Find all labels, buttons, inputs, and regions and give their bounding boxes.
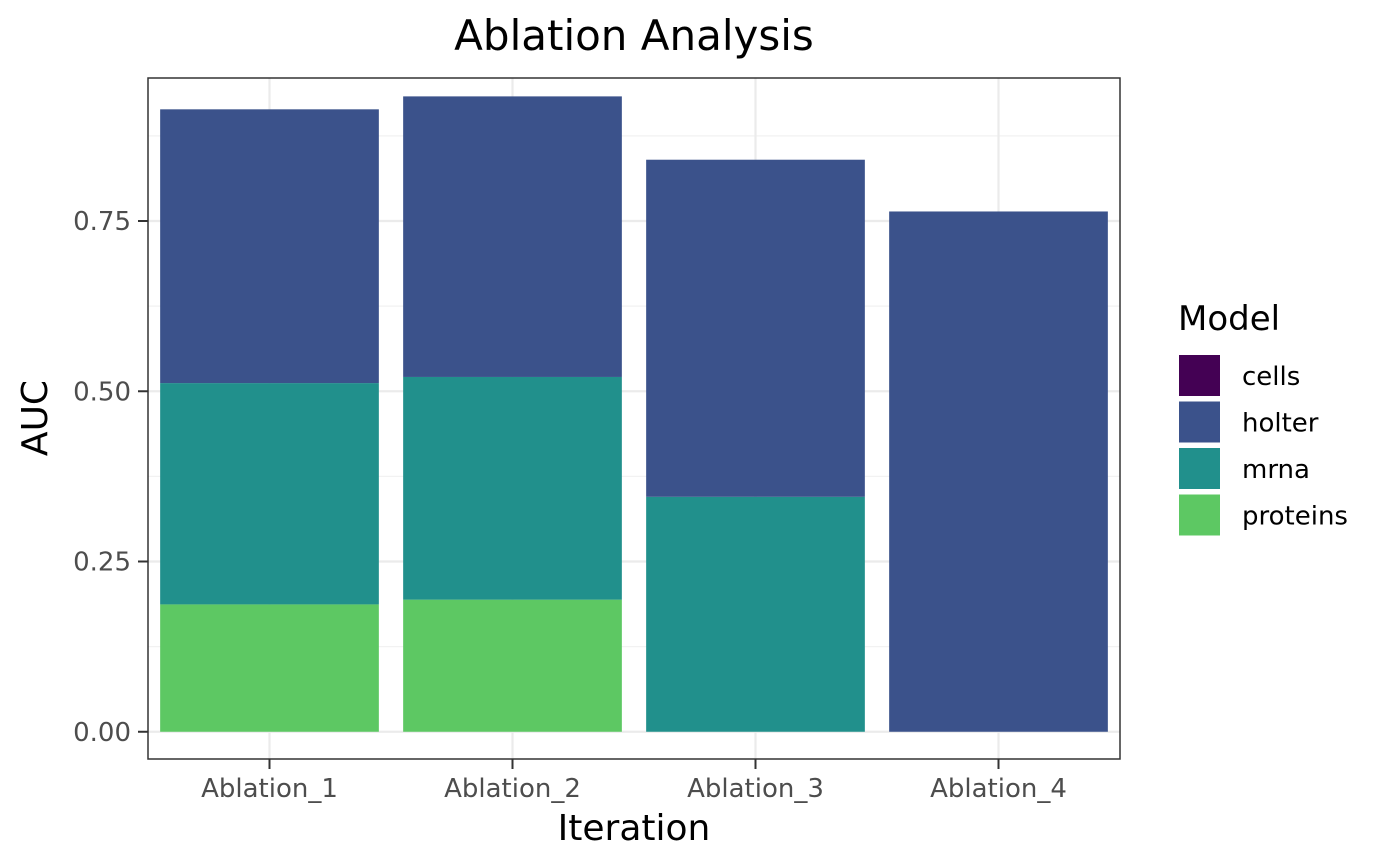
legend-label-holter: holter — [1242, 409, 1319, 439]
bar-holter-Ablation_4 — [889, 211, 1108, 732]
y-tick-label: 0.50 — [73, 377, 131, 407]
x-axis: Ablation_1 Ablation_2 Ablation_3 Ablation_4 — [201, 759, 1067, 804]
legend-key-cells — [1179, 355, 1220, 396]
y-tick-label: 0.75 — [73, 207, 131, 237]
bar-holter-Ablation_1 — [160, 109, 379, 384]
y-tick-label: 0.25 — [73, 548, 131, 578]
legend-label-cells: cells — [1242, 362, 1300, 392]
x-axis-title: Iteration — [558, 808, 711, 849]
legend-label-proteins: proteins — [1242, 502, 1348, 532]
legend-label-mrna: mrna — [1242, 455, 1310, 485]
legend-key-holter — [1179, 401, 1220, 443]
legend: Model cells holter mrna proteins — [1178, 299, 1348, 536]
x-tick-label: Ablation_3 — [687, 774, 824, 804]
bar-proteins-Ablation_2 — [403, 599, 622, 732]
x-tick-label: Ablation_4 — [930, 774, 1067, 804]
bar-mrna-Ablation_3 — [646, 496, 865, 732]
y-axis-title: AUC — [15, 380, 56, 456]
bars — [160, 96, 1108, 732]
legend-title: Model — [1178, 299, 1280, 339]
plot-border — [147, 77, 1121, 760]
y-tick-label: 0.00 — [73, 718, 131, 748]
bar-holter-Ablation_2 — [403, 96, 622, 377]
chart-title: Ablation Analysis — [454, 11, 814, 60]
legend-key-mrna — [1179, 448, 1220, 489]
y-axis: 0.00 0.25 0.50 0.75 — [73, 207, 148, 748]
bar-proteins-Ablation_1 — [160, 604, 379, 732]
bar-mrna-Ablation_2 — [403, 376, 622, 600]
bar-mrna-Ablation_1 — [160, 383, 379, 605]
legend-key-proteins — [1179, 494, 1220, 536]
bar-holter-Ablation_3 — [646, 159, 865, 497]
x-tick-label: Ablation_1 — [201, 774, 338, 804]
x-tick-label: Ablation_2 — [444, 774, 581, 804]
